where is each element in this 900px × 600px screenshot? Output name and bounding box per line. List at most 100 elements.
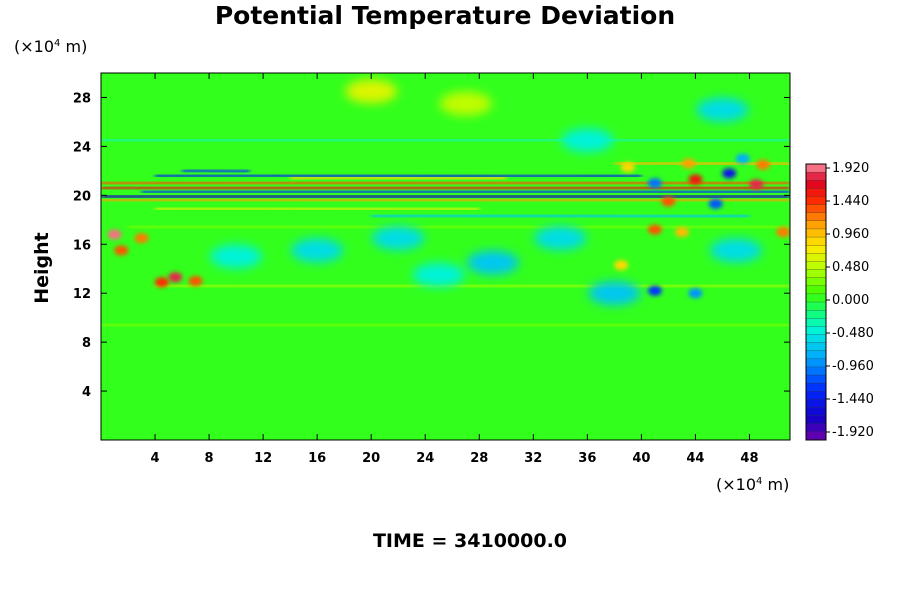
heatmap-cell-48 bbox=[620, 162, 635, 173]
heatmap-cell-21 bbox=[134, 233, 149, 244]
plot-frame bbox=[100, 72, 791, 441]
colorbar-segment bbox=[805, 318, 827, 327]
heatmap-cell-32 bbox=[291, 238, 344, 263]
heatmap-cell-47 bbox=[681, 158, 696, 169]
heatmap-cell-16 bbox=[439, 91, 492, 116]
colorbar-segment bbox=[805, 374, 827, 384]
x-axis-unit: (×104 m) bbox=[716, 473, 789, 494]
colorbar-tick-label: 1.440 bbox=[832, 194, 869, 209]
colorbar-segment bbox=[805, 220, 827, 230]
heatmap-band-6 bbox=[181, 168, 250, 174]
colorbar-segment bbox=[805, 399, 827, 408]
heatmap-band-10 bbox=[371, 213, 750, 219]
colorbar-segment bbox=[805, 350, 827, 360]
colorbar-segment bbox=[805, 253, 827, 262]
y-unit-prefix: (×10 bbox=[14, 37, 55, 56]
heatmap-cell-35 bbox=[534, 226, 587, 251]
colorbar-segment bbox=[805, 285, 827, 295]
y-tick-label: 28 bbox=[73, 91, 91, 106]
heatmap-cell-20 bbox=[114, 245, 129, 256]
heatmap-cell-25 bbox=[647, 224, 662, 235]
time-label: TIME = 3410000.0 bbox=[372, 530, 568, 552]
x-tick-label: 44 bbox=[686, 451, 704, 466]
heatmap-cell-27 bbox=[776, 227, 790, 238]
x-tick-label: 8 bbox=[205, 451, 214, 466]
heatmap-cell-15 bbox=[345, 79, 398, 104]
heatmap-cell-40 bbox=[722, 168, 737, 179]
colorbar-segment bbox=[805, 407, 827, 417]
heatmap-cell-24 bbox=[188, 275, 203, 286]
colorbar-segment bbox=[805, 277, 827, 287]
heatmap-cell-41 bbox=[749, 179, 764, 190]
colorbar: 1.920 1.440 0.960 0.480 0.000 -0.480 -0.960 -1.… bbox=[805, 161, 874, 441]
heatmap-cell-46 bbox=[735, 153, 750, 164]
heatmap-cell-34 bbox=[466, 250, 519, 275]
y-tick-label: 16 bbox=[73, 238, 91, 253]
colorbar-segment bbox=[805, 228, 827, 238]
colorbar-segment bbox=[805, 358, 827, 368]
heatmap-cell-42 bbox=[661, 196, 676, 207]
x-tick-label: 24 bbox=[416, 451, 434, 466]
colorbar-segment bbox=[805, 212, 827, 222]
heatmap-band-14 bbox=[101, 137, 790, 143]
heatmap-band-7 bbox=[290, 175, 507, 181]
heatmap-cell-30 bbox=[688, 288, 703, 299]
colorbar-segment bbox=[805, 204, 827, 214]
x-unit-suffix: m) bbox=[762, 475, 790, 494]
heatmap-cell-26 bbox=[674, 227, 689, 238]
plot-area bbox=[101, 73, 790, 440]
colorbar-segment bbox=[805, 423, 827, 433]
y-tick-label: 12 bbox=[73, 287, 91, 302]
colorbar-segment bbox=[805, 309, 827, 319]
x-tick-label: 20 bbox=[362, 451, 380, 466]
y-axis-ticks: 4 8 12 16 20 24 28 bbox=[73, 91, 790, 400]
heatmap-band-11 bbox=[127, 224, 790, 230]
heatmap-cell-45 bbox=[647, 178, 662, 189]
heatmap-cell-19 bbox=[107, 229, 122, 240]
colorbar-tick-label: 0.000 bbox=[832, 293, 869, 308]
heatmap-band-1 bbox=[101, 193, 790, 200]
x-tick-label: 40 bbox=[632, 451, 650, 466]
colorbar-frame bbox=[805, 163, 827, 441]
heatmap-band-0 bbox=[101, 185, 790, 191]
colorbar-tick-label: -1.440 bbox=[832, 392, 874, 407]
y-tick-label: 4 bbox=[82, 385, 91, 400]
heatmap-cell-31 bbox=[588, 281, 641, 306]
x-tick-label: 32 bbox=[524, 451, 542, 466]
heatmap-band-2 bbox=[101, 180, 790, 186]
heatmap-cell-28 bbox=[614, 260, 629, 271]
colorbar-tick-label: -0.960 bbox=[832, 359, 874, 374]
colorbar-segment bbox=[805, 163, 827, 173]
colorbar-segment bbox=[805, 171, 827, 181]
heatmap-cell-33 bbox=[372, 226, 425, 251]
heatmap-band-12 bbox=[155, 283, 790, 289]
y-axis-unit: (×104 m) bbox=[14, 35, 87, 56]
heatmap-background bbox=[101, 73, 790, 440]
colorbar-segment bbox=[805, 391, 827, 400]
colorbar-tick-label: 0.480 bbox=[832, 260, 869, 275]
colorbar-segment bbox=[805, 196, 827, 206]
colorbar-tick-label: -1.920 bbox=[832, 425, 874, 440]
heatmap-cell-38 bbox=[412, 262, 465, 287]
heatmap-band-13 bbox=[101, 322, 790, 328]
heatmap-cell-22 bbox=[168, 272, 183, 283]
heatmap-cell-23 bbox=[154, 277, 169, 288]
heatmap-cell-43 bbox=[708, 198, 723, 209]
y-unit-exponent: 4 bbox=[54, 38, 61, 49]
heatmap-cell-44 bbox=[755, 159, 770, 170]
colorbar-segment bbox=[805, 334, 827, 344]
colorbar-segment bbox=[805, 342, 827, 352]
x-tick-label: 16 bbox=[308, 451, 326, 466]
colorbar-segment bbox=[805, 269, 827, 279]
x-tick-label: 48 bbox=[740, 451, 758, 466]
x-tick-label: 36 bbox=[578, 451, 596, 466]
heatmap-cell-18 bbox=[561, 128, 614, 153]
colorbar-tick-label: 0.960 bbox=[832, 227, 869, 242]
colorbar-segment bbox=[805, 293, 827, 303]
colorbar-segment bbox=[805, 326, 827, 335]
x-tick-label: 12 bbox=[254, 451, 272, 466]
x-tick-label: 28 bbox=[470, 451, 488, 466]
colorbar-segment bbox=[805, 366, 827, 376]
colorbar-segment bbox=[805, 383, 827, 392]
x-tick-label: 4 bbox=[151, 451, 160, 466]
